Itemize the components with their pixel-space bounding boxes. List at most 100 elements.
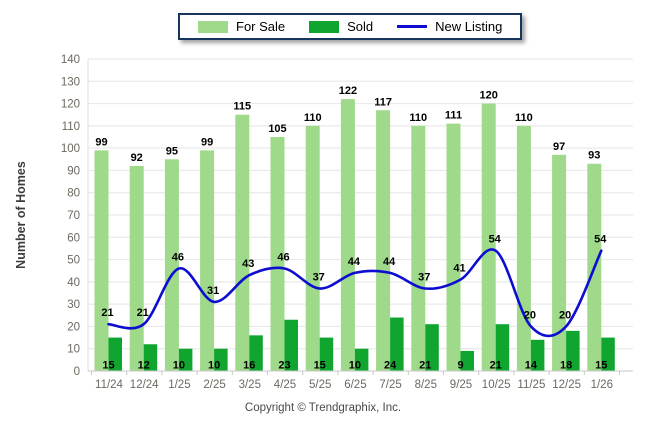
y-tick-label: 30 bbox=[67, 299, 80, 311]
new-listing-value-label: 37 bbox=[418, 272, 430, 284]
sold-value-label: 10 bbox=[173, 360, 185, 372]
new-listing-value-label: 54 bbox=[489, 234, 502, 246]
sold-bar bbox=[390, 317, 404, 371]
legend-label-for-sale: For Sale bbox=[236, 19, 286, 34]
x-tick-label: 2/25 bbox=[203, 379, 225, 391]
sold-bar bbox=[425, 324, 439, 371]
x-tick-label: 8/25 bbox=[415, 379, 437, 391]
sold-value-label: 15 bbox=[595, 360, 607, 372]
x-tick-label: 1/25 bbox=[168, 379, 190, 391]
y-tick-label: 110 bbox=[62, 121, 80, 133]
y-tick-label: 50 bbox=[67, 255, 80, 267]
y-tick-label: 90 bbox=[67, 165, 80, 177]
legend-item-new-listing[interactable]: New Listing bbox=[397, 19, 502, 34]
new-listing-swatch-icon bbox=[397, 25, 428, 28]
sold-bar bbox=[249, 335, 263, 371]
sold-value-label: 12 bbox=[138, 360, 150, 372]
y-tick-label: 60 bbox=[67, 232, 80, 244]
sold-value-label: 10 bbox=[208, 360, 220, 372]
for-sale-value-label: 110 bbox=[409, 112, 427, 124]
sold-value-label: 21 bbox=[419, 360, 431, 372]
sold-value-label: 9 bbox=[457, 360, 463, 372]
x-tick-label: 12/24 bbox=[130, 379, 159, 391]
x-tick-label: 10/25 bbox=[482, 379, 511, 391]
x-tick-label: 12/25 bbox=[552, 379, 581, 391]
for-sale-value-label: 117 bbox=[374, 96, 392, 108]
new-listing-value-label: 41 bbox=[453, 263, 465, 275]
for-sale-bar bbox=[235, 114, 250, 371]
new-listing-line bbox=[107, 248, 603, 338]
new-listing-value-label: 44 bbox=[383, 256, 396, 268]
x-tick-label: 1/26 bbox=[591, 379, 613, 391]
sold-bar bbox=[495, 324, 510, 371]
sold-value-label: 16 bbox=[243, 360, 255, 372]
x-tick-label: 5/25 bbox=[309, 379, 331, 391]
for-sale-value-label: 120 bbox=[480, 90, 498, 102]
x-tick-label: 9/25 bbox=[450, 379, 472, 391]
for-sale-bar bbox=[129, 165, 144, 371]
sold-bar bbox=[214, 348, 228, 371]
y-tick-label: 140 bbox=[61, 54, 80, 66]
sold-bar bbox=[319, 337, 334, 371]
y-tick-label: 10 bbox=[67, 344, 80, 356]
sold-bar bbox=[601, 337, 615, 371]
new-listing-value-label: 46 bbox=[172, 251, 184, 263]
for-sale-bar bbox=[446, 123, 461, 371]
for-sale-bar bbox=[481, 103, 496, 372]
for-sale-bar bbox=[411, 125, 426, 371]
new-listing-value-label: 20 bbox=[559, 309, 571, 321]
sold-value-label: 21 bbox=[490, 360, 502, 372]
new-listing-value-label: 46 bbox=[277, 251, 289, 263]
for-sale-bar bbox=[200, 150, 215, 371]
for-sale-bar bbox=[94, 150, 109, 371]
for-sale-value-label: 115 bbox=[233, 101, 251, 113]
new-listing-value-label: 54 bbox=[594, 234, 607, 246]
new-listing-value-label: 43 bbox=[242, 258, 254, 270]
y-tick-label: 70 bbox=[67, 210, 80, 222]
for-sale-value-label: 99 bbox=[201, 136, 213, 148]
sold-value-label: 10 bbox=[349, 360, 361, 372]
y-tick-label: 130 bbox=[61, 76, 80, 88]
for-sale-value-label: 105 bbox=[268, 123, 286, 135]
y-tick-label: 40 bbox=[67, 277, 80, 289]
for-sale-value-label: 92 bbox=[131, 152, 143, 164]
legend-label-new-listing: New Listing bbox=[435, 19, 503, 34]
y-tick-label: 100 bbox=[61, 143, 80, 155]
y-tick-label: 20 bbox=[67, 321, 80, 333]
for-sale-bar bbox=[376, 110, 391, 371]
legend-label-sold: Sold bbox=[347, 19, 374, 34]
sold-value-label: 23 bbox=[278, 360, 290, 372]
y-tick-label: 0 bbox=[74, 366, 80, 378]
x-tick-label: 11/25 bbox=[517, 379, 545, 391]
sold-swatch-icon bbox=[309, 20, 340, 33]
x-tick-label: 11/24 bbox=[95, 379, 124, 391]
for-sale-bar bbox=[552, 154, 567, 371]
x-tick-label: 7/25 bbox=[379, 379, 401, 391]
legend: For Sale Sold New Listing bbox=[178, 13, 523, 40]
for-sale-value-label: 97 bbox=[553, 141, 565, 153]
y-tick-label: 80 bbox=[67, 188, 80, 200]
sold-value-label: 15 bbox=[314, 360, 326, 372]
sold-bar bbox=[178, 348, 193, 371]
for-sale-value-label: 93 bbox=[588, 150, 600, 162]
sold-bar bbox=[530, 339, 545, 371]
sold-bar bbox=[108, 337, 122, 371]
sold-value-label: 24 bbox=[384, 360, 397, 372]
copyright-text: Copyright © Trendgraphix, Inc. bbox=[244, 402, 402, 414]
for-sale-value-label: 122 bbox=[339, 85, 357, 97]
legend-item-sold[interactable]: Sold bbox=[309, 19, 373, 34]
sold-value-label: 18 bbox=[560, 360, 572, 372]
legend-item-for-sale[interactable]: For Sale bbox=[198, 19, 285, 34]
for-sale-value-label: 111 bbox=[445, 110, 462, 122]
new-listing-value-label: 37 bbox=[313, 272, 325, 284]
x-tick-label: 6/25 bbox=[344, 379, 366, 391]
sold-value-label: 15 bbox=[102, 360, 114, 372]
sold-bar bbox=[284, 319, 298, 371]
for-sale-swatch-icon bbox=[198, 20, 228, 33]
y-tick-label: 120 bbox=[61, 99, 80, 111]
for-sale-value-label: 110 bbox=[304, 112, 322, 124]
for-sale-bar bbox=[516, 125, 531, 371]
sold-value-label: 14 bbox=[525, 360, 538, 372]
new-listing-value-label: 20 bbox=[524, 309, 536, 321]
